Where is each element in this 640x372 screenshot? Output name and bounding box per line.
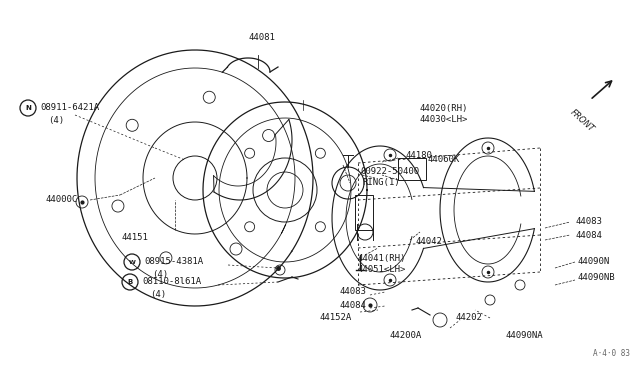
Text: 44030<LH>: 44030<LH> bbox=[420, 115, 468, 125]
Text: 44200A: 44200A bbox=[390, 330, 422, 340]
Text: N: N bbox=[25, 105, 31, 111]
Text: 44202: 44202 bbox=[455, 314, 482, 323]
Text: 44060K: 44060K bbox=[428, 155, 460, 164]
Text: 44152A: 44152A bbox=[320, 314, 352, 323]
Text: 44083: 44083 bbox=[575, 218, 602, 227]
Text: (4): (4) bbox=[48, 115, 64, 125]
Text: 44084: 44084 bbox=[575, 231, 602, 240]
Text: W: W bbox=[129, 260, 136, 264]
Text: 08911-6421A: 08911-6421A bbox=[40, 103, 99, 112]
Text: FRONT: FRONT bbox=[568, 108, 596, 134]
Text: 44090N: 44090N bbox=[578, 257, 611, 266]
Text: 44090NB: 44090NB bbox=[578, 273, 616, 282]
Text: B: B bbox=[127, 279, 132, 285]
Text: RING(1): RING(1) bbox=[362, 179, 399, 187]
Text: 44151: 44151 bbox=[121, 234, 148, 243]
Text: 00922-50400: 00922-50400 bbox=[360, 167, 419, 176]
Text: 44042: 44042 bbox=[415, 237, 442, 247]
Text: (4): (4) bbox=[150, 289, 166, 298]
Text: 44084: 44084 bbox=[340, 301, 367, 310]
Text: 44083: 44083 bbox=[340, 288, 367, 296]
Text: (4): (4) bbox=[152, 269, 168, 279]
Text: 44051<LH>: 44051<LH> bbox=[357, 266, 405, 275]
Text: 44020(RH): 44020(RH) bbox=[420, 103, 468, 112]
Text: 44081: 44081 bbox=[248, 33, 275, 42]
Text: 44090NA: 44090NA bbox=[505, 330, 543, 340]
Text: 44180: 44180 bbox=[405, 151, 432, 160]
Text: A·4·0 83: A·4·0 83 bbox=[593, 349, 630, 358]
Text: 44041(RH): 44041(RH) bbox=[357, 253, 405, 263]
Text: 08110-8l61A: 08110-8l61A bbox=[142, 278, 201, 286]
Text: 08915-4381A: 08915-4381A bbox=[144, 257, 203, 266]
Text: 44000C: 44000C bbox=[45, 196, 77, 205]
